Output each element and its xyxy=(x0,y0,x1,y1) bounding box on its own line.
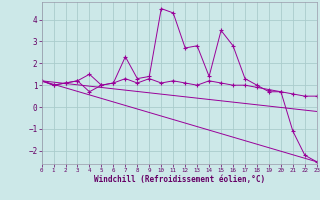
X-axis label: Windchill (Refroidissement éolien,°C): Windchill (Refroidissement éolien,°C) xyxy=(94,175,265,184)
